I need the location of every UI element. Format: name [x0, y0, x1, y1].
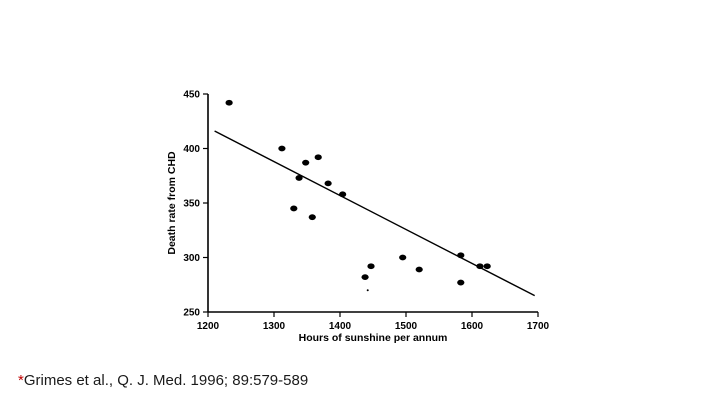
y-tick-label: 300 [183, 253, 200, 264]
y-axis-title: Death rate from CHD [166, 151, 178, 255]
data-point [295, 175, 303, 181]
data-point [415, 266, 423, 273]
x-tick-label: 1600 [461, 321, 484, 332]
trend-line [214, 130, 536, 297]
chart-ticks: 1200 1300 1400 1500 1600 1700 250 300 350 400 450 [183, 90, 549, 333]
x-tick-label: 1500 [395, 321, 418, 332]
x-tick-label: 1700 [527, 321, 550, 332]
data-point [308, 214, 316, 221]
chart-trendline [214, 130, 536, 297]
y-tick-label: 450 [183, 90, 200, 101]
data-point [290, 205, 298, 212]
x-axis-title: Hours of sunshine per annum [299, 332, 448, 344]
data-point [324, 180, 332, 187]
x-tick-label: 1400 [329, 321, 352, 332]
stray-mark [366, 289, 369, 292]
x-tick-label: 1300 [263, 321, 286, 332]
chart-points [225, 99, 491, 292]
citation-marker: * [18, 372, 24, 389]
data-point [361, 274, 369, 281]
data-point [457, 279, 465, 286]
data-point [367, 263, 375, 270]
y-tick-label: 350 [183, 199, 200, 210]
data-point [399, 254, 407, 261]
y-tick-label: 250 [183, 308, 200, 319]
data-point [483, 263, 491, 270]
x-tick-label: 1200 [197, 321, 220, 332]
data-point [302, 159, 310, 166]
data-point [278, 145, 286, 152]
citation: *Grimes et al., Q. J. Med. 1996; 89:579-… [18, 372, 308, 389]
chart-axes [207, 94, 538, 313]
y-tick-label: 400 [183, 144, 200, 155]
data-point [314, 154, 322, 161]
citation-text: Grimes et al., Q. J. Med. 1996; 89:579-5… [23, 372, 309, 389]
data-point [225, 99, 233, 106]
